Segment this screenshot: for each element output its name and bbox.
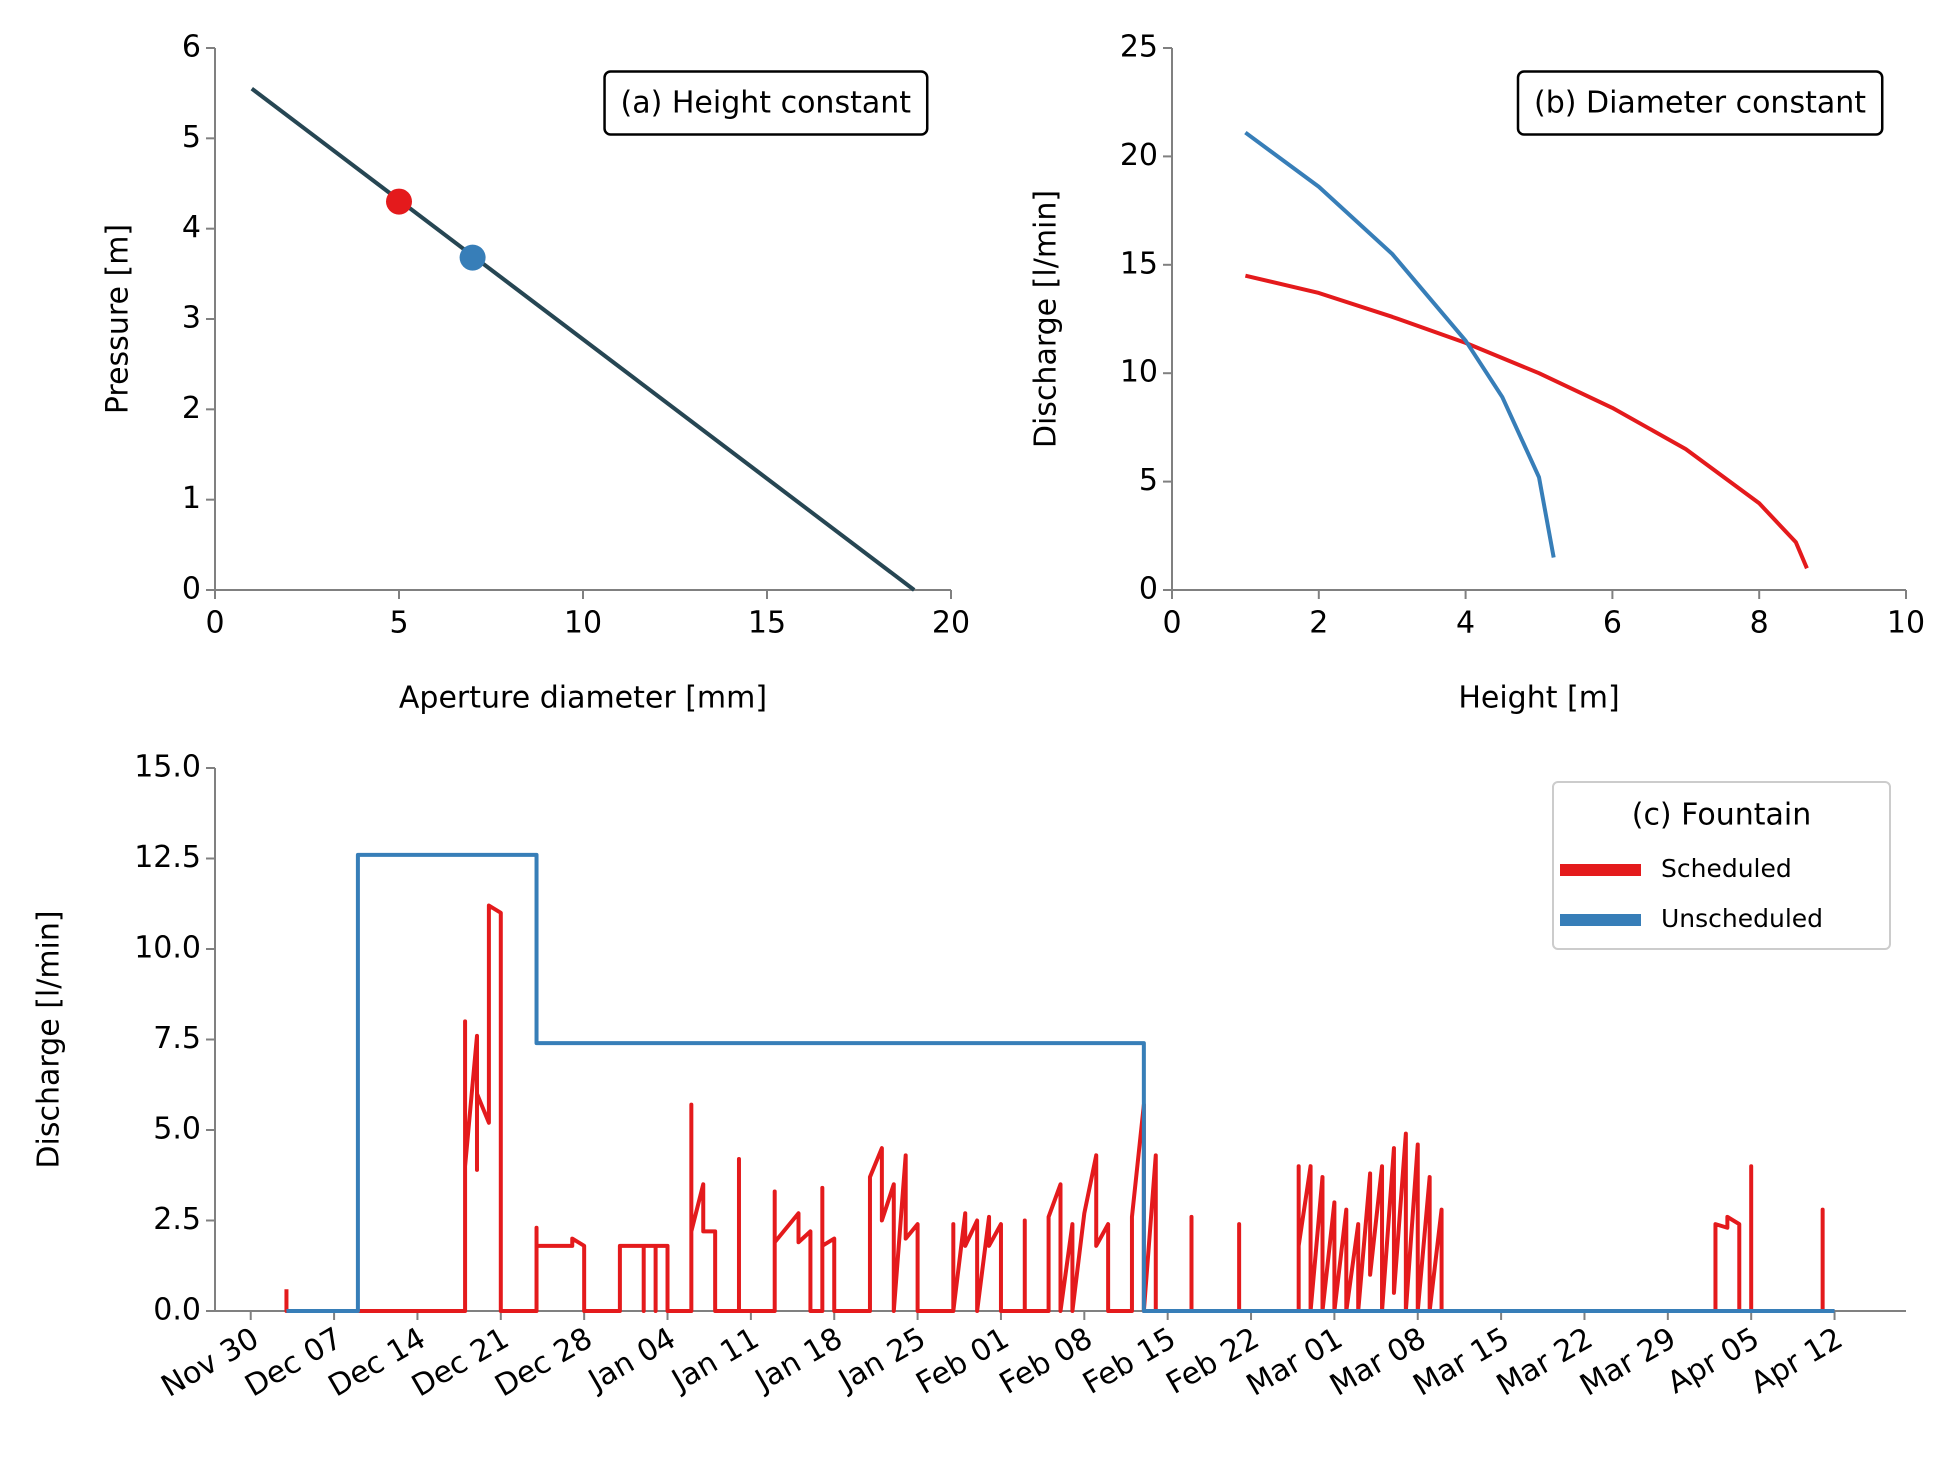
annotation-box — [1516, 70, 1884, 136]
y-tick-label: 5 — [182, 120, 201, 155]
legend-label: Scheduled — [1661, 854, 1792, 883]
y-tick-label: 20 — [1120, 138, 1158, 173]
y-tick-label: 7.5 — [153, 1021, 201, 1056]
y-axis-label: Pressure [m] — [101, 224, 136, 414]
x-tick-label: 0 — [1162, 606, 1181, 641]
y-tick-label: 25 — [1120, 30, 1158, 65]
x-tick-label: Jan 18 — [748, 1321, 849, 1399]
x-tick-label: Mar 15 — [1408, 1321, 1516, 1403]
x-tick-label: Mar 22 — [1491, 1321, 1599, 1403]
y-tick-label: 1 — [182, 481, 201, 516]
annotation: (a) Height constant — [621, 86, 912, 121]
x-tick-label: Feb 01 — [910, 1321, 1015, 1402]
point — [459, 244, 486, 271]
annotation-box — [603, 70, 929, 136]
y-tick-label: 10 — [1120, 355, 1158, 390]
y-tick-label: 4 — [182, 210, 201, 245]
y-tick-label: 3 — [182, 301, 201, 336]
y-tick-label: 2 — [182, 391, 201, 426]
x-tick-label: 8 — [1750, 606, 1769, 641]
x-tick-label: Jan 25 — [831, 1321, 932, 1399]
line — [286, 852, 1835, 1313]
y-axis-label: Discharge [l/min] — [32, 910, 67, 1168]
y-tick-label: 2.5 — [153, 1202, 201, 1237]
x-tick-label: 15 — [748, 606, 786, 641]
legend-box — [1552, 781, 1891, 950]
line — [250, 87, 916, 592]
y-tick-label: 5 — [1139, 463, 1158, 498]
y-axis-label: Discharge [l/min] — [1029, 190, 1064, 448]
x-tick-label: 5 — [389, 606, 408, 641]
x-axis-label: Aperture diameter [mm] — [399, 681, 767, 716]
y-tick-label: 12.5 — [134, 840, 201, 875]
x-tick-label: 0 — [205, 606, 224, 641]
line — [1244, 273, 1809, 570]
y-tick-label: 15 — [1120, 246, 1158, 281]
x-axis-label: Height [m] — [1458, 681, 1619, 716]
legend-label: Unscheduled — [1661, 904, 1823, 933]
legend-title: (c) Fountain — [1632, 798, 1812, 833]
x-tick-label: 4 — [1456, 606, 1475, 641]
y-tick-label: 0.0 — [153, 1293, 201, 1328]
line — [1244, 130, 1556, 558]
line — [284, 903, 1835, 1313]
x-tick-label: 6 — [1603, 606, 1622, 641]
x-tick-label: Jan 04 — [581, 1321, 682, 1399]
x-tick-label: Apr 05 — [1662, 1321, 1766, 1401]
y-tick-label: 0 — [182, 572, 201, 607]
x-tick-label: Jan 11 — [665, 1321, 766, 1399]
x-tick-label: Mar 01 — [1241, 1321, 1349, 1403]
y-tick-label: 10.0 — [134, 931, 201, 966]
point — [386, 188, 412, 215]
y-tick-label: 6 — [182, 30, 201, 65]
x-tick-label: 10 — [1887, 606, 1925, 641]
x-tick-label: Apr 12 — [1745, 1321, 1849, 1401]
x-tick-label: Feb 08 — [994, 1321, 1099, 1402]
annotation: (b) Diameter constant — [1534, 86, 1866, 121]
x-tick-label: Dec 28 — [489, 1321, 598, 1404]
y-tick-label: 5.0 — [153, 1112, 201, 1147]
x-tick-label: Mar 08 — [1324, 1321, 1432, 1403]
x-tick-label: 2 — [1309, 606, 1328, 641]
x-tick-label: Mar 29 — [1574, 1321, 1682, 1403]
x-tick-label: 10 — [564, 606, 602, 641]
x-tick-label: 20 — [932, 606, 970, 641]
y-tick-label: 0 — [1139, 572, 1158, 607]
x-tick-label: Feb 15 — [1077, 1321, 1182, 1402]
y-tick-label: 15.0 — [134, 750, 201, 785]
